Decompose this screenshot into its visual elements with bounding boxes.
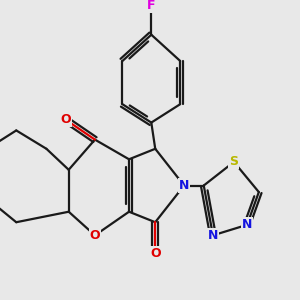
Text: N: N xyxy=(208,229,218,242)
Text: N: N xyxy=(242,218,252,231)
Text: O: O xyxy=(90,229,100,242)
Text: O: O xyxy=(150,247,160,260)
Text: S: S xyxy=(230,155,238,168)
Text: N: N xyxy=(179,179,189,192)
Text: O: O xyxy=(61,113,71,126)
Text: F: F xyxy=(147,0,156,12)
